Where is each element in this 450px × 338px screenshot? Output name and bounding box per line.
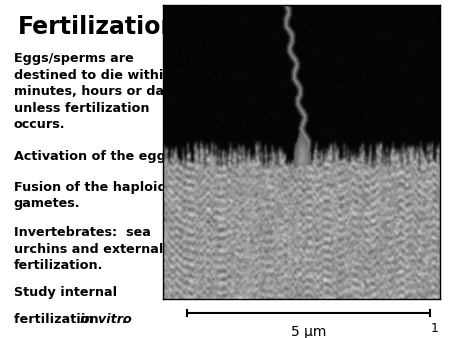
Text: in vitro: in vitro bbox=[80, 313, 132, 326]
Text: fertilization: fertilization bbox=[14, 313, 103, 326]
Text: Study internal: Study internal bbox=[14, 286, 117, 298]
Text: 1: 1 bbox=[431, 322, 439, 335]
Text: Activation of the egg: Activation of the egg bbox=[14, 150, 166, 163]
Text: .: . bbox=[122, 313, 126, 326]
Text: Fusion of the haploid
gametes.: Fusion of the haploid gametes. bbox=[14, 181, 166, 210]
Text: Invertebrates:  sea
urchins and external
fertilization.: Invertebrates: sea urchins and external … bbox=[14, 226, 163, 272]
Text: Eggs/sperms are
destined to die within
minutes, hours or days
unless fertilizati: Eggs/sperms are destined to die within m… bbox=[14, 52, 179, 131]
Text: Fertilization: Fertilization bbox=[18, 15, 178, 39]
Text: 5 μm: 5 μm bbox=[291, 325, 326, 338]
